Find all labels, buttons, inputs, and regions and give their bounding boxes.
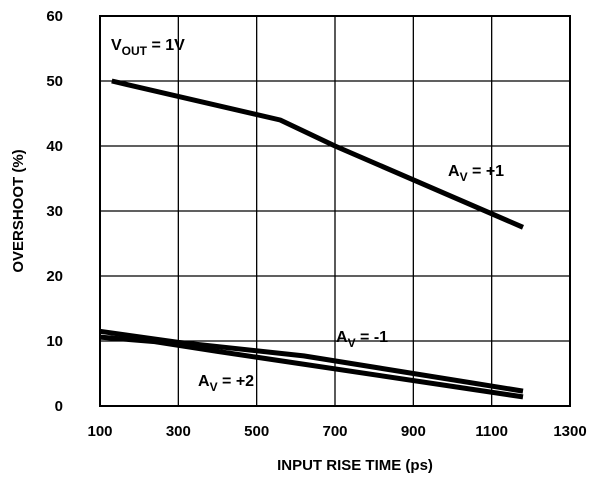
y-axis-label: OVERSHOOT (%) <box>10 149 27 272</box>
annotation-label: AV = -1 <box>336 329 388 350</box>
y-tick-label: 50 <box>46 73 63 90</box>
plot-frame <box>99 15 571 407</box>
y-tick-label: 40 <box>46 138 63 155</box>
annotation-label: AV = +2 <box>198 373 254 394</box>
series-lines <box>99 78 524 400</box>
grid <box>99 15 571 407</box>
plot-border <box>99 15 571 407</box>
x-tick-label: 900 <box>401 423 426 440</box>
series-line-1 <box>111 78 524 230</box>
y-tick-label: 0 <box>55 398 63 415</box>
x-tick-label: 700 <box>322 423 347 440</box>
annotation-label: VOUT = 1V <box>111 37 185 58</box>
annotation-label: AV = +1 <box>448 163 504 184</box>
series-line-3 <box>99 334 524 400</box>
series-line-2 <box>99 328 524 394</box>
x-tick-label: 1300 <box>553 423 586 440</box>
x-tick-label: 300 <box>166 423 191 440</box>
y-tick-label: 60 <box>46 8 63 25</box>
annotations: VOUT = 1V AV = +1 AV = -1 AV = +2 <box>111 37 504 394</box>
y-tick-label: 20 <box>46 268 63 285</box>
tick-labels: 100 300 500 700 900 1100 1300 0 10 20 30 40 50 60 <box>46 8 586 440</box>
x-tick-label: 1100 <box>475 423 508 440</box>
y-tick-label: 30 <box>46 203 63 220</box>
x-tick-label: 100 <box>87 423 112 440</box>
y-tick-label: 10 <box>46 333 63 350</box>
x-axis-label: INPUT RISE TIME (ps) <box>277 457 433 474</box>
x-tick-label: 500 <box>244 423 269 440</box>
